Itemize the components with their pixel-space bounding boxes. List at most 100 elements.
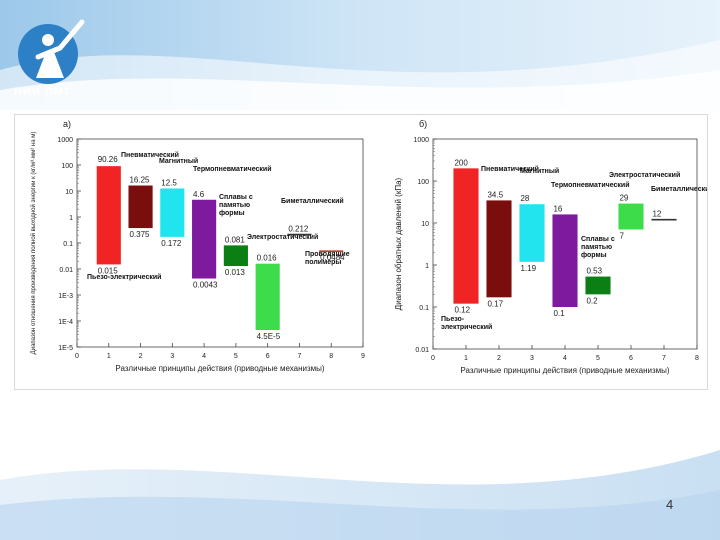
chart-b-y-tick-label: 0.01 — [415, 347, 429, 354]
chart-a-series-annotation: Пьезо-электрический — [87, 273, 161, 281]
chart-a-y-tick-label: 0.01 — [59, 267, 73, 274]
chart-b-series-annotation: Пневматический — [481, 165, 539, 173]
chart-b-y-tick-label: 100 — [417, 179, 429, 186]
chart-a-y-axis-label: Диапазон отношения произведения полной в… — [30, 132, 37, 355]
logo-text: НИИ ПМТ — [14, 86, 72, 98]
chart-a-y-tick-label: 1E-4 — [58, 319, 73, 326]
chart-a-series-annotation: Пневматический — [121, 151, 179, 159]
chart-b-y-tick-label: 10 — [421, 221, 429, 228]
chart-a-series-annotation: Термопневматический — [193, 165, 272, 173]
chart-b-series-annotation-line: Магнитный — [520, 167, 559, 175]
chart-b-bar-top-label: 16 — [553, 204, 562, 213]
chart-a-x-axis-label: Различные принципы действия (приводные м… — [115, 364, 324, 373]
chart-a-bar — [128, 185, 153, 229]
chart-a-series-annotation: Сплавы с памятью формы — [219, 194, 253, 217]
chart-b-y-axis-label: Диапазон обратных давлений (кПа) — [394, 177, 403, 310]
chart-b-series-annotation-line: электрический — [441, 323, 492, 331]
chart-a-bar-top-label: 0.016 — [257, 254, 278, 263]
chart-b-x-tick-label: 2 — [497, 355, 501, 362]
chart-a-series-annotation: Электростатический — [247, 233, 318, 241]
chart-b-series-annotation: Электростатический — [609, 171, 680, 179]
chart-a-bar — [192, 199, 217, 279]
chart-a-series-annotation: Магнитный — [159, 157, 198, 165]
chart-b-bar — [585, 276, 611, 295]
chart-b-bar-bottom-label: 0.1 — [553, 309, 565, 318]
chart-b-series-annotation-line: памятью — [581, 244, 612, 251]
chart-a-x-tick-label: 3 — [170, 353, 174, 360]
chart-a-series-annotation-line: Электростатический — [247, 233, 318, 241]
chart-a-x-tick-label: 6 — [266, 353, 270, 360]
chart-b-x-axis-label: Различные принципы действия (приводные м… — [460, 366, 669, 375]
chart-a-y-tick-label: 1E-5 — [58, 345, 73, 352]
chart-b-bar-bottom-label: 1.19 — [520, 264, 536, 273]
chart-b-y-tick-label: 1000 — [413, 137, 429, 144]
chart-a-bar-top-label: 4.6 — [193, 190, 205, 199]
chart-b-x-tick-label: 0 — [431, 355, 435, 362]
figure-panel: 1E-5 1E-4 1E-3 0.01 0.1 1 10 100 1000 0 1 2 3 4 5 6 7 8 9 а… — [14, 114, 708, 390]
chart-a-bar-top-label: 16.25 — [129, 176, 150, 185]
chart-b-x-tick-label: 4 — [563, 355, 567, 362]
chart-a-y-tick-label: 1E-3 — [58, 293, 73, 300]
chart-a-series-annotation: Проводящие полимеры — [305, 251, 350, 266]
chart-b-bar-top-label: 28 — [520, 194, 529, 203]
chart-b-bar — [618, 203, 644, 230]
chart-a-series-annotation-line: полимеры — [305, 259, 341, 266]
institute-logo — [18, 19, 85, 84]
chart-a-bar — [96, 166, 121, 265]
chart-b-series-annotation: Пьезо-электрический — [441, 316, 492, 331]
chart-b-series-annotation-line: Пневматический — [481, 165, 539, 173]
chart-b-bar — [519, 204, 545, 262]
chart-a-y-tick-label: 1 — [69, 215, 73, 222]
chart-a-bar-top-label: 0.212 — [288, 225, 309, 234]
chart-a-series-annotation-line: Пьезо-электрический — [87, 273, 161, 281]
chart-a-bar-bottom-label: 0.0484 — [320, 253, 345, 262]
chart-b-y-tick-label: 0.1 — [419, 305, 429, 312]
chart-a-series-annotation-line: Пневматический — [121, 151, 179, 159]
chart-b-series-annotation: Биметаллический — [651, 185, 707, 193]
chart-b-bar-top-label: 0.53 — [586, 267, 602, 276]
chart-a-y-tick-label: 1000 — [57, 137, 73, 144]
chart-b-bar — [453, 168, 479, 304]
chart-a-x-tick-label: 8 — [329, 353, 333, 360]
chart-b-series-annotation-line: Термопневматический — [551, 181, 630, 189]
chart-b-bar-bottom-label: 0.2 — [586, 296, 598, 305]
chart-a-x-tick-label: 2 — [139, 353, 143, 360]
chart-b-series-annotation-line: Электростатический — [609, 171, 680, 179]
chart-a-panel-label: а) — [63, 119, 71, 129]
chart-a-x-tick-label: 4 — [202, 353, 206, 360]
chart-a-series-annotation-line: Термопневматический — [193, 165, 272, 173]
chart-b-series-annotation-line: Пьезо- — [441, 316, 465, 323]
chart-b-bar-top-label: 29 — [619, 194, 628, 203]
chart-a-series-annotation-line: памятью — [219, 202, 250, 209]
chart-b-bar-top-label: 12 — [652, 210, 661, 219]
chart-b-panel-label: б) — [419, 119, 427, 129]
chart-a-bar — [223, 245, 248, 267]
chart-a-bar-bottom-label: 0.013 — [225, 268, 246, 277]
chart-a-x-tick-label: 1 — [107, 353, 111, 360]
chart-a-bar-bottom-label: 0.015 — [98, 266, 119, 275]
chart-b-bar-bottom-label: 0.12 — [454, 306, 470, 315]
chart-b-bar-bottom-label: 7 — [619, 232, 624, 241]
chart-b-series-annotation-line: формы — [581, 252, 607, 259]
chart-a-bar-top-label: 90.26 — [98, 155, 119, 164]
chart-a-series-annotation-line: Магнитный — [159, 157, 198, 165]
chart-b-x-tick-label: 8 — [695, 355, 699, 362]
chart-a-x-tick-label: 9 — [361, 353, 365, 360]
chart-b-series-annotation: Термопневматический — [551, 181, 630, 189]
chart-a-series-annotation: Биметаллический — [281, 197, 344, 205]
chart-b-y-tick-label: 1 — [425, 263, 429, 270]
chart-a-bar-bottom-label: 0.375 — [129, 230, 150, 239]
chart-a-bar-top-label: 12.5 — [161, 178, 177, 187]
chart-b-series-annotation-line: Сплавы с — [581, 236, 615, 243]
chart-b-x-tick-label: 3 — [530, 355, 534, 362]
chart-a-series-annotation-line: Биметаллический — [281, 197, 344, 205]
chart-a-y-tick-label: 10 — [65, 189, 73, 196]
chart-b-bar-top-label: 34.5 — [487, 190, 503, 199]
chart-a-series-annotation-line: Сплавы с — [219, 194, 253, 201]
chart-a-bar-bottom-label: 0.0043 — [193, 281, 218, 290]
chart-b-bar — [552, 214, 578, 307]
chart-a-y-tick-label: 0.1 — [63, 241, 73, 248]
chart-b-bar — [486, 200, 512, 298]
chart-a-bar — [160, 188, 185, 237]
